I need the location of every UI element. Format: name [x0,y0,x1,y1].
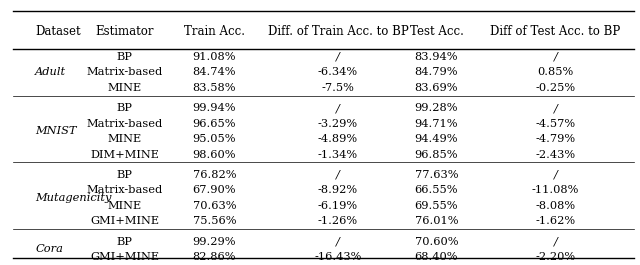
Text: -3.29%: -3.29% [318,118,358,129]
Text: -6.34%: -6.34% [318,67,358,77]
Text: -1.34%: -1.34% [318,149,358,160]
Text: -7.5%: -7.5% [321,83,355,93]
Text: 77.63%: 77.63% [415,170,458,180]
Text: Cora: Cora [35,244,63,254]
Text: /: / [554,170,557,180]
Text: -4.79%: -4.79% [536,134,575,144]
Text: 83.69%: 83.69% [415,83,458,93]
Text: 69.55%: 69.55% [415,201,458,211]
Text: 70.60%: 70.60% [415,237,458,247]
Text: MINE: MINE [108,201,142,211]
Text: Mutagenicity: Mutagenicity [35,193,111,203]
Text: Matrix-based: Matrix-based [86,118,163,129]
Text: Adult: Adult [35,67,67,77]
Text: 99.94%: 99.94% [193,103,236,113]
Text: 82.86%: 82.86% [193,252,236,262]
Text: BP: BP [117,103,132,113]
Text: BP: BP [117,170,132,180]
Text: -8.08%: -8.08% [536,201,575,211]
Text: -2.43%: -2.43% [536,149,575,160]
Text: -16.43%: -16.43% [314,252,362,262]
Text: Test Acc.: Test Acc. [410,25,463,38]
Text: MINE: MINE [108,134,142,144]
Text: 70.63%: 70.63% [193,201,236,211]
Text: Dataset: Dataset [35,25,81,38]
Text: Diff. of Train Acc. to BP: Diff. of Train Acc. to BP [268,25,408,38]
Text: 98.60%: 98.60% [193,149,236,160]
Text: 94.49%: 94.49% [415,134,458,144]
Text: /: / [554,103,557,113]
Text: 66.55%: 66.55% [415,185,458,195]
Text: /: / [336,170,340,180]
Text: 95.05%: 95.05% [193,134,236,144]
Text: /: / [336,237,340,247]
Text: 76.01%: 76.01% [415,216,458,226]
Text: Estimator: Estimator [95,25,154,38]
Text: 84.74%: 84.74% [193,67,236,77]
Text: GMI+MINE: GMI+MINE [90,252,159,262]
Text: Diff of Test Acc. to BP: Diff of Test Acc. to BP [490,25,621,38]
Text: MNIST: MNIST [35,126,77,136]
Text: 75.56%: 75.56% [193,216,236,226]
Text: 96.65%: 96.65% [193,118,236,129]
Text: /: / [554,237,557,247]
Text: 91.08%: 91.08% [193,52,236,62]
Text: 99.28%: 99.28% [415,103,458,113]
Text: 76.82%: 76.82% [193,170,236,180]
Text: 94.71%: 94.71% [415,118,458,129]
Text: 83.58%: 83.58% [193,83,236,93]
Text: GMI+MINE: GMI+MINE [90,216,159,226]
Text: -4.57%: -4.57% [536,118,575,129]
Text: -8.92%: -8.92% [318,185,358,195]
Text: /: / [554,52,557,62]
Text: -6.19%: -6.19% [318,201,358,211]
Text: -4.89%: -4.89% [318,134,358,144]
Text: /: / [336,103,340,113]
Text: 0.85%: 0.85% [538,67,573,77]
Text: Matrix-based: Matrix-based [86,67,163,77]
Text: 67.90%: 67.90% [193,185,236,195]
Text: BP: BP [117,52,132,62]
Text: -0.25%: -0.25% [536,83,575,93]
Text: DIM+MINE: DIM+MINE [90,149,159,160]
Text: BP: BP [117,237,132,247]
Text: -2.20%: -2.20% [536,252,575,262]
Text: 83.94%: 83.94% [415,52,458,62]
Text: -1.62%: -1.62% [536,216,575,226]
Text: 68.40%: 68.40% [415,252,458,262]
Text: 99.29%: 99.29% [193,237,236,247]
Text: MINE: MINE [108,83,142,93]
Text: Matrix-based: Matrix-based [86,185,163,195]
Text: 96.85%: 96.85% [415,149,458,160]
Text: -1.26%: -1.26% [318,216,358,226]
Text: -11.08%: -11.08% [532,185,579,195]
Text: Train Acc.: Train Acc. [184,25,245,38]
Text: /: / [336,52,340,62]
Text: 84.79%: 84.79% [415,67,458,77]
